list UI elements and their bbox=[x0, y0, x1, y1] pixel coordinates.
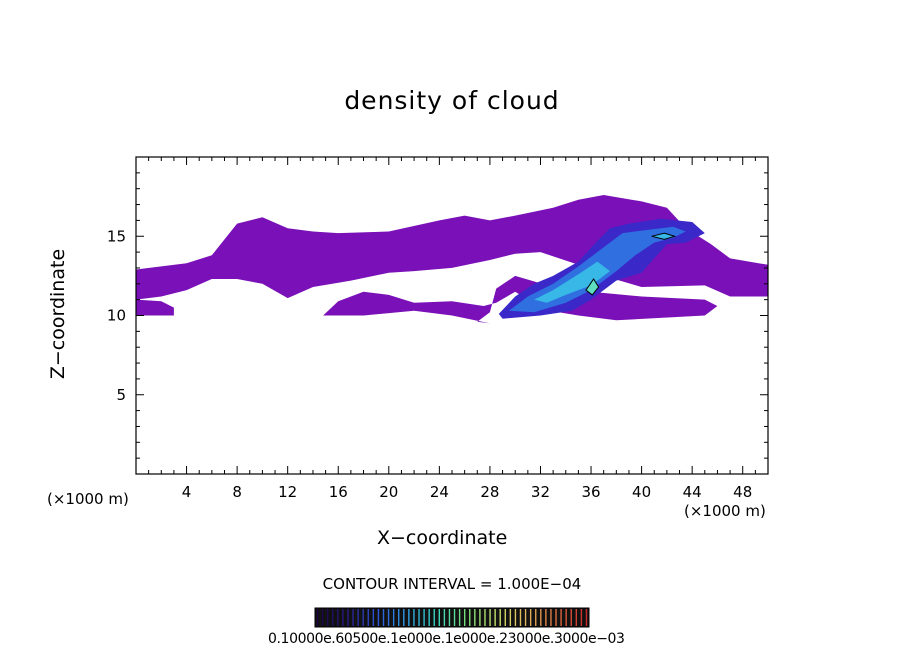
y-tick-label: 15 bbox=[107, 227, 126, 245]
colorbar-frame bbox=[314, 607, 590, 628]
x-unit-label-left: (×1000 m) bbox=[47, 490, 129, 508]
x-tick-label: 44 bbox=[683, 483, 702, 501]
contour-upper bbox=[651, 232, 677, 240]
x-tick-label: 4 bbox=[182, 483, 192, 501]
x-tick-label: 16 bbox=[329, 483, 348, 501]
contour-interval-text: CONTOUR INTERVAL = 1.000E−04 bbox=[322, 575, 582, 593]
x-tick-label: 48 bbox=[733, 483, 752, 501]
x-tick-label: 24 bbox=[430, 483, 449, 501]
region-upper-anvil bbox=[136, 195, 768, 300]
y-axis-label: Z−coordinate bbox=[47, 248, 69, 380]
axis-ticks bbox=[136, 157, 768, 474]
x-tick-label: 36 bbox=[581, 483, 600, 501]
colorbar bbox=[314, 607, 590, 628]
chart-title: density of cloud bbox=[344, 86, 560, 115]
region-left-lobe bbox=[136, 299, 174, 316]
x-tick-label: 20 bbox=[379, 483, 398, 501]
y-tick-label: 5 bbox=[116, 386, 126, 404]
x-tick-label: 8 bbox=[232, 483, 242, 501]
x-tick-label: 40 bbox=[632, 483, 651, 501]
y-tick-label: 10 bbox=[107, 307, 126, 325]
x-tick-label: 12 bbox=[278, 483, 297, 501]
colorbar-labels: 0.10000e.60500e.1e000e.1e000e.23000e.300… bbox=[268, 631, 625, 647]
region-core-inner bbox=[534, 261, 610, 303]
x-unit-label-right: (×1000 m) bbox=[684, 502, 766, 520]
x-tick-label: 28 bbox=[480, 483, 499, 501]
cloud-density-regions bbox=[136, 195, 768, 324]
x-axis-label: X−coordinate bbox=[377, 527, 508, 549]
x-tick-label: 32 bbox=[531, 483, 550, 501]
contour-core bbox=[585, 278, 600, 296]
region-mid-band bbox=[323, 275, 718, 324]
contour-lines bbox=[585, 232, 677, 296]
